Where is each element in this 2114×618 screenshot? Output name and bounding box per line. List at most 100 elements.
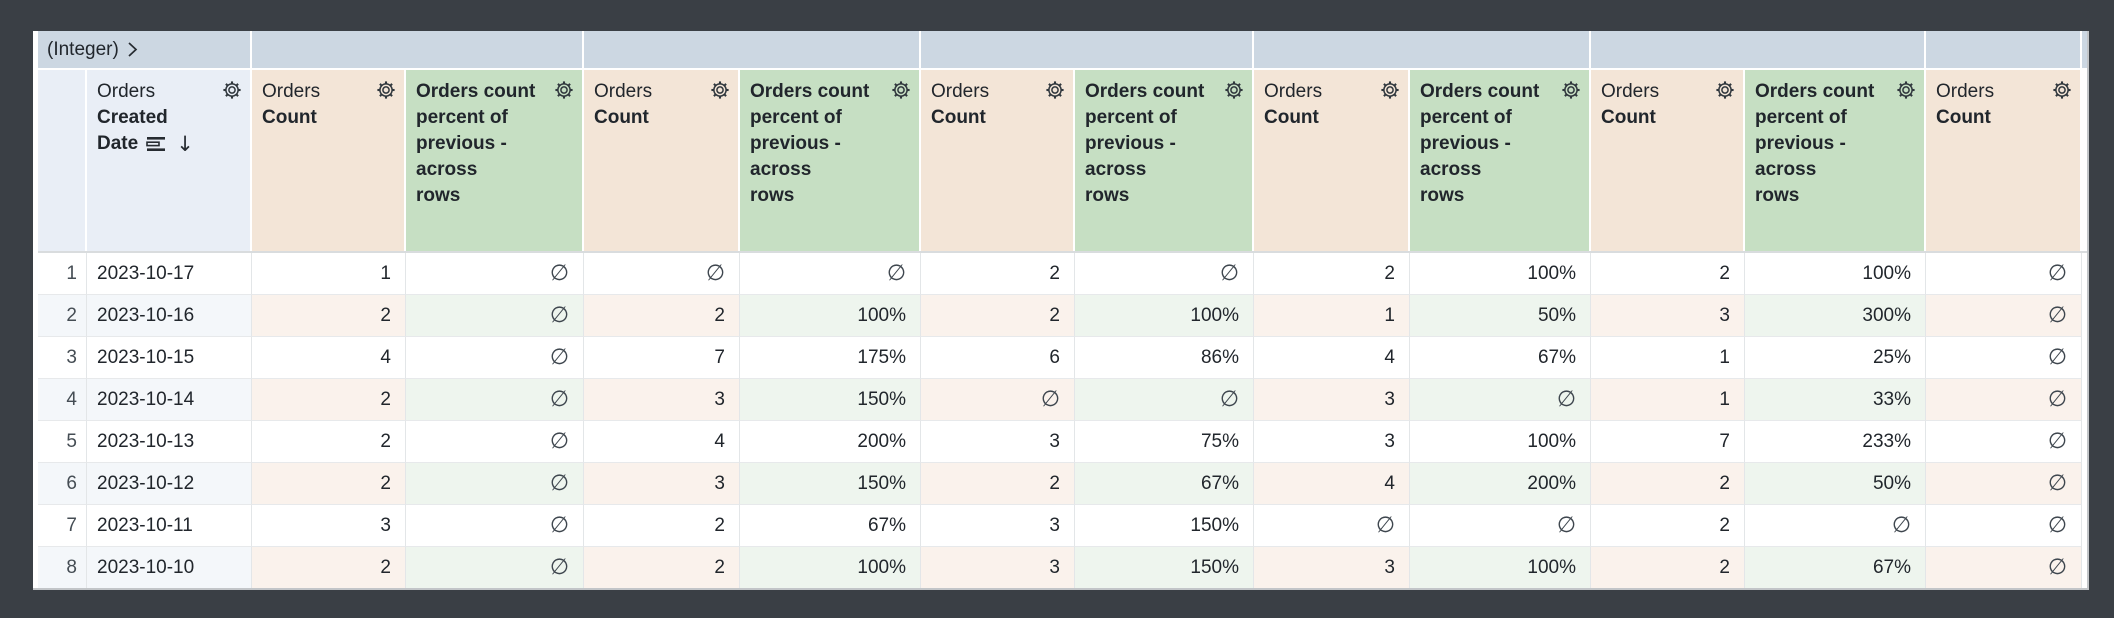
date-cell[interactable]: 2023-10-10 [87,547,252,588]
count-cell[interactable]: 6 [921,337,1075,379]
percent-cell[interactable]: 67% [1745,547,1926,588]
percent-cell[interactable]: 150% [1075,505,1254,547]
percent-cell[interactable]: 100% [1410,421,1591,463]
gear-icon[interactable] [1896,80,1916,108]
count-cell[interactable]: 4 [584,421,740,463]
date-cell[interactable]: 2023-10-13 [87,421,252,463]
date-cell[interactable]: 2023-10-17 [87,253,252,295]
table-calc-header[interactable]: Orders count percent of previous - across ro… [406,70,584,251]
percent-cell[interactable]: ∅ [406,421,584,463]
percent-cell[interactable]: 233% [1745,421,1926,463]
gear-icon[interactable] [1715,80,1735,108]
percent-cell[interactable]: 86% [1075,337,1254,379]
count-cell[interactable]: ∅ [584,253,740,295]
measure-header[interactable]: Orders Count [252,70,406,251]
percent-cell[interactable]: ∅ [406,295,584,337]
percent-cell[interactable]: 75% [1075,421,1254,463]
gear-icon[interactable] [891,80,911,108]
percent-cell[interactable]: 67% [1075,463,1254,505]
count-cell[interactable]: 3 [921,421,1075,463]
dimension-header[interactable]: Orders Created Date ↓ [87,70,252,251]
percent-cell[interactable]: 200% [1410,463,1591,505]
percent-cell[interactable]: 175% [740,337,921,379]
count-cell[interactable]: 3 [1254,547,1410,588]
count-cell[interactable]: 2 [1591,253,1745,295]
count-cell[interactable]: ∅ [1926,463,2082,505]
count-cell[interactable]: ∅ [1926,421,2082,463]
date-cell[interactable]: 2023-10-16 [87,295,252,337]
gear-icon[interactable] [1045,80,1065,108]
count-cell[interactable]: 3 [584,379,740,421]
gear-icon[interactable] [222,80,242,108]
date-cell[interactable]: 2023-10-12 [87,463,252,505]
gear-icon[interactable] [710,80,730,108]
percent-cell[interactable]: 33% [1745,379,1926,421]
count-cell[interactable]: 2 [252,295,406,337]
gear-icon[interactable] [376,80,396,108]
gear-icon[interactable] [1224,80,1244,108]
percent-cell[interactable]: ∅ [1075,253,1254,295]
count-cell[interactable]: 2 [1591,547,1745,588]
count-cell[interactable]: 2 [252,421,406,463]
count-cell[interactable]: 3 [921,547,1075,588]
count-cell[interactable]: ∅ [921,379,1075,421]
count-cell[interactable]: 2 [252,463,406,505]
count-cell[interactable]: 4 [252,337,406,379]
count-cell[interactable]: 2 [921,253,1075,295]
measure-header[interactable]: Orders Count [584,70,740,251]
measure-header[interactable]: Orders Count [1254,70,1410,251]
table-calc-header[interactable]: Orders count percent of previous - across ro… [740,70,921,251]
count-cell[interactable]: 1 [1591,337,1745,379]
percent-cell[interactable]: ∅ [406,253,584,295]
percent-cell[interactable]: 50% [1410,295,1591,337]
percent-cell[interactable]: 100% [740,295,921,337]
count-cell[interactable]: 3 [252,505,406,547]
percent-cell[interactable]: 150% [740,379,921,421]
count-cell[interactable]: ∅ [1926,547,2082,588]
count-cell[interactable]: 2 [584,505,740,547]
percent-cell[interactable]: ∅ [740,253,921,295]
count-cell[interactable]: 2 [921,295,1075,337]
count-cell[interactable]: 4 [1254,337,1410,379]
percent-cell[interactable]: ∅ [406,505,584,547]
percent-cell[interactable]: ∅ [1075,379,1254,421]
count-cell[interactable]: 2 [252,379,406,421]
count-cell[interactable]: 1 [1591,379,1745,421]
count-cell[interactable]: 2 [252,547,406,588]
gear-icon[interactable] [554,80,574,108]
percent-cell[interactable]: ∅ [1410,379,1591,421]
percent-cell[interactable]: 100% [1410,547,1591,588]
measure-header[interactable]: Orders Count [1926,70,2082,251]
percent-cell[interactable]: ∅ [1745,505,1926,547]
table-calc-header[interactable]: Orders count percent of previous - across ro… [1410,70,1591,251]
count-cell[interactable]: ∅ [1254,505,1410,547]
count-cell[interactable]: 3 [1254,421,1410,463]
count-cell[interactable]: 2 [1591,505,1745,547]
percent-cell[interactable]: 100% [740,547,921,588]
percent-cell[interactable]: 200% [740,421,921,463]
pivot-field-cell[interactable]: (Integer) [38,31,252,68]
percent-cell[interactable]: 150% [1075,547,1254,588]
expand-pivot-icon[interactable] [126,41,139,58]
count-cell[interactable]: 2 [584,295,740,337]
percent-cell[interactable]: 100% [1075,295,1254,337]
gear-icon[interactable] [2052,80,2072,108]
count-cell[interactable]: ∅ [1926,379,2082,421]
percent-cell[interactable]: ∅ [406,379,584,421]
count-cell[interactable]: 4 [1254,463,1410,505]
percent-cell[interactable]: ∅ [406,547,584,588]
count-cell[interactable]: 7 [584,337,740,379]
percent-cell[interactable]: 67% [1410,337,1591,379]
measure-header[interactable]: Orders Count [921,70,1075,251]
count-cell[interactable]: 3 [1591,295,1745,337]
percent-cell[interactable]: 300% [1745,295,1926,337]
percent-cell[interactable]: 100% [1745,253,1926,295]
count-cell[interactable]: 1 [252,253,406,295]
count-cell[interactable]: 3 [584,463,740,505]
date-cell[interactable]: 2023-10-11 [87,505,252,547]
percent-cell[interactable]: 100% [1410,253,1591,295]
count-cell[interactable]: ∅ [1926,505,2082,547]
count-cell[interactable]: ∅ [1926,253,2082,295]
percent-cell[interactable]: ∅ [1410,505,1591,547]
date-cell[interactable]: 2023-10-15 [87,337,252,379]
